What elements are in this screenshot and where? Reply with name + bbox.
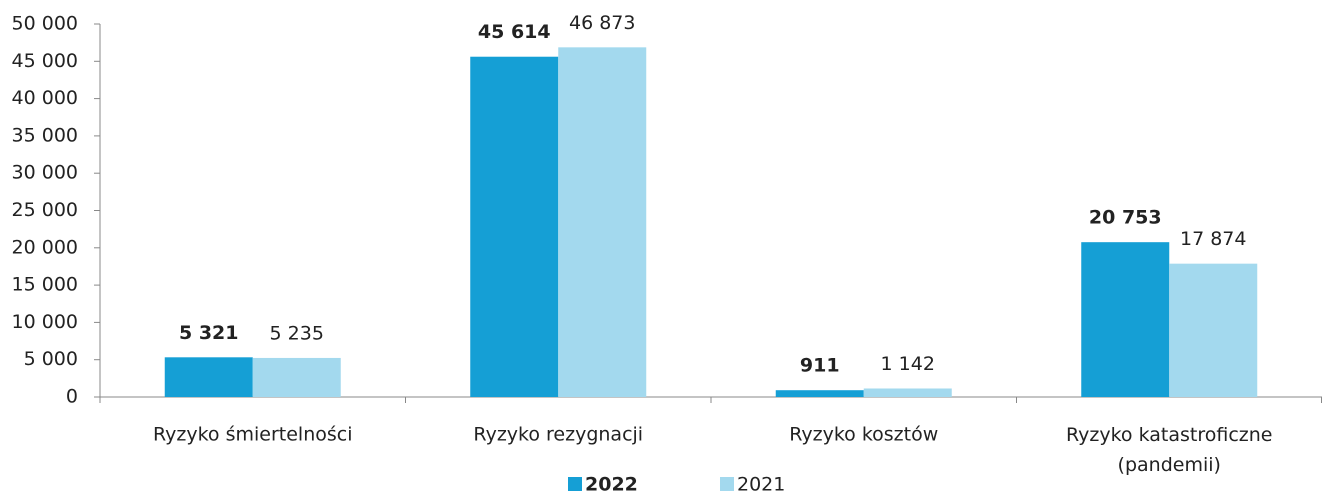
value-label: 1 142 [881,353,935,375]
x-tick-label: Ryzyko rezygnacji [473,424,643,446]
x-tick-label-line: Ryzyko katastroficzne [1066,424,1273,446]
bar [1169,263,1258,397]
x-tick-label-line: (pandemii) [1118,454,1221,476]
legend-swatch [568,477,582,491]
value-label: 46 873 [569,12,635,34]
bar [470,56,559,398]
y-tick-label: 30 000 [12,162,78,184]
y-tick-label: 10 000 [12,311,78,333]
bar [252,357,341,397]
y-tick-label: 0 [66,386,78,408]
bar [863,388,952,397]
y-tick-label: 20 000 [12,236,78,258]
bar [1081,242,1170,397]
x-tick-label: Ryzyko kosztów [789,424,938,446]
value-label: 5 321 [179,322,239,344]
value-label: 20 753 [1089,207,1162,229]
bar [775,390,864,397]
value-label: 5 235 [270,322,324,344]
legend-label: 2021 [737,474,785,493]
value-label: 911 [800,355,840,377]
y-tick-label: 15 000 [12,274,78,296]
y-tick-label: 50 000 [12,13,78,35]
y-tick-label: 40 000 [12,87,78,109]
x-tick-label: Ryzyko śmiertelności [153,424,353,446]
value-label: 17 874 [1180,228,1246,250]
y-tick-label: 5 000 [24,348,78,370]
value-label: 45 614 [478,21,551,43]
y-tick-label: 35 000 [12,124,78,146]
legend-label: 2022 [585,474,638,493]
x-tick-label: Ryzyko katastroficzne (pandemii) [1066,424,1273,476]
bar [164,357,253,397]
bar [558,47,647,397]
y-tick-label: 45 000 [12,50,78,72]
legend-swatch [720,477,734,491]
y-tick-label: 25 000 [12,199,78,221]
